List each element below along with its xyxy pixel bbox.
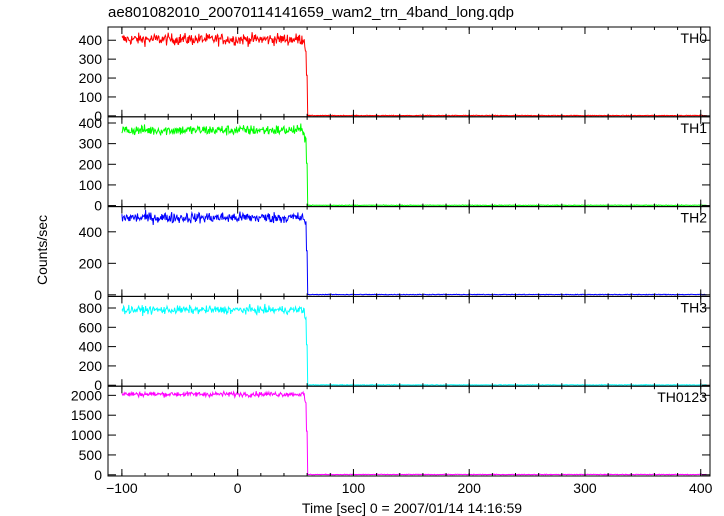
y-tick-label: 0 (94, 108, 102, 124)
panel-th2: TH2 0 200 400 (79, 206, 711, 303)
panel-label-th3: TH3 (681, 299, 708, 315)
panels-group: TH0 0 100 200 300 400 TH1 0 100 200 300 400 TH2 0 200 4… (71, 26, 713, 496)
y-tick-label: 0 (94, 198, 102, 214)
panel-label-th0123: TH0123 (657, 389, 707, 405)
y-tick-label: 400 (79, 224, 103, 240)
y-tick-label: 200 (79, 358, 103, 374)
y-tick-label: 2000 (71, 387, 102, 403)
panel-frame (107, 295, 711, 387)
series-line-th0 (121, 32, 707, 117)
series-line-th3 (121, 303, 707, 386)
y-tick-label: 1500 (71, 407, 102, 423)
y-tick-label: 100 (79, 89, 103, 105)
x-axis-title: Time [sec] 0 = 2007/01/14 14:16:59 (302, 500, 522, 516)
y-tick-label: 0 (94, 377, 102, 393)
x-tick-label: 0 (234, 480, 242, 496)
y-tick-label: 400 (79, 32, 103, 48)
x-tick-label: 100 (342, 480, 366, 496)
y-tick-label: 200 (79, 255, 103, 271)
y-tick-label: 0 (94, 287, 102, 303)
series-line-th0123 (121, 390, 707, 476)
y-tick-label: 400 (79, 339, 103, 355)
panel-th1: TH1 0 100 200 300 400 (79, 115, 711, 214)
y-tick-label: 500 (79, 447, 103, 463)
panel-label-th0: TH0 (681, 30, 708, 46)
y-tick-label: 1000 (71, 427, 102, 443)
series-line-th1 (121, 123, 707, 207)
panel-frame (107, 385, 711, 477)
y-tick-label: 100 (79, 177, 103, 193)
y-tick-label: 300 (79, 51, 103, 67)
y-axis-title: Counts/sec (34, 215, 50, 285)
chart-title: ae801082010_20070114141659_wam2_trn_4ban… (108, 4, 514, 21)
y-tick-label: 0 (94, 467, 102, 483)
y-tick-label: 200 (79, 156, 103, 172)
panel-frame (107, 206, 711, 297)
x-tick-label: 400 (689, 480, 713, 496)
panel-label-th1: TH1 (681, 120, 708, 136)
y-tick-label: 400 (79, 115, 103, 131)
x-tick-label: 200 (458, 480, 482, 496)
x-tick-label: 300 (573, 480, 597, 496)
panel-th0123: TH0123 0 500 1000 1500 2000 (71, 385, 711, 483)
y-tick-label: 800 (79, 300, 103, 316)
panel-label-th2: TH2 (681, 210, 708, 226)
panel-th3: TH3 0 200 400 600 800 (79, 295, 711, 393)
y-tick-label: 200 (79, 70, 103, 86)
y-tick-label: 300 (79, 136, 103, 152)
panel-th0: TH0 0 100 200 300 400 (79, 26, 711, 124)
x-tick-label: −100 (106, 480, 138, 496)
y-tick-label: 600 (79, 319, 103, 335)
panel-frame (107, 116, 711, 208)
series-line-th2 (121, 209, 707, 296)
